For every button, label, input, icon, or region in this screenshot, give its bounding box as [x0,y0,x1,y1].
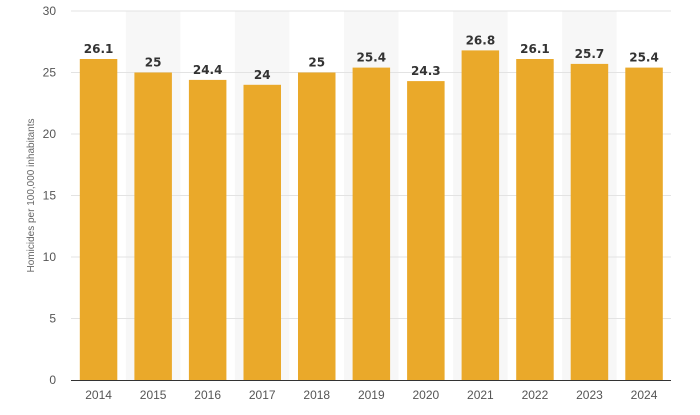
bar-2014 [79,59,118,380]
x-tick-label: 2024 [631,388,658,402]
data-label: 25 [145,56,162,70]
x-tick-label: 2018 [303,388,330,402]
y-tick-label: 30 [43,4,57,18]
x-tick-label: 2020 [412,388,439,402]
data-label: 24.4 [193,63,223,77]
bar-2018 [298,72,336,380]
x-tick-label: 2016 [194,388,221,402]
x-tick-label: 2017 [249,388,276,402]
data-label: 25 [308,56,325,70]
bar-2021 [461,50,500,381]
y-tick-label: 25 [43,66,57,80]
x-tick-label: 2019 [358,388,385,402]
bar-2016 [188,79,227,381]
y-tick-label: 20 [43,127,57,141]
data-label: 25.4 [356,51,386,65]
data-labels: 26.1 25 24.4 24 25 25.4 24.3 26.8 26.1 25.7 25.4 [84,33,659,81]
data-label: 25.4 [629,51,659,65]
data-label: 24 [254,68,271,82]
y-tick-label: 5 [49,312,56,326]
x-tick-label: 2022 [522,388,549,402]
bars [79,50,663,381]
x-tick-label: 2021 [467,388,494,402]
data-label: 26.1 [520,42,550,56]
x-tick-label: 2023 [576,388,603,402]
bar-2020 [407,81,445,380]
y-axis-label: Homicides per 100,000 inhabitants [26,119,37,273]
data-label: 24.3 [411,64,441,78]
data-label: 26.1 [84,42,114,56]
bar-2024 [625,67,663,380]
y-tick-label: 15 [43,189,57,203]
data-label: 25.7 [575,47,605,61]
x-tick-label: 2014 [85,388,112,402]
y-tick-label: 0 [49,373,56,387]
y-axis-ticks: 0 5 10 15 20 25 30 [43,4,57,387]
x-tick-label: 2015 [140,388,167,402]
bar-2015 [134,72,172,380]
data-label: 26.8 [466,33,496,47]
y-tick-label: 10 [43,250,57,264]
bar-2017 [243,84,281,381]
bar-2019 [352,67,391,380]
bar-2023 [570,63,609,381]
bar-2022 [516,59,554,380]
x-axis-ticks: 2014 2015 2016 2017 2018 2019 2020 2021 2022 2023… [85,388,657,402]
